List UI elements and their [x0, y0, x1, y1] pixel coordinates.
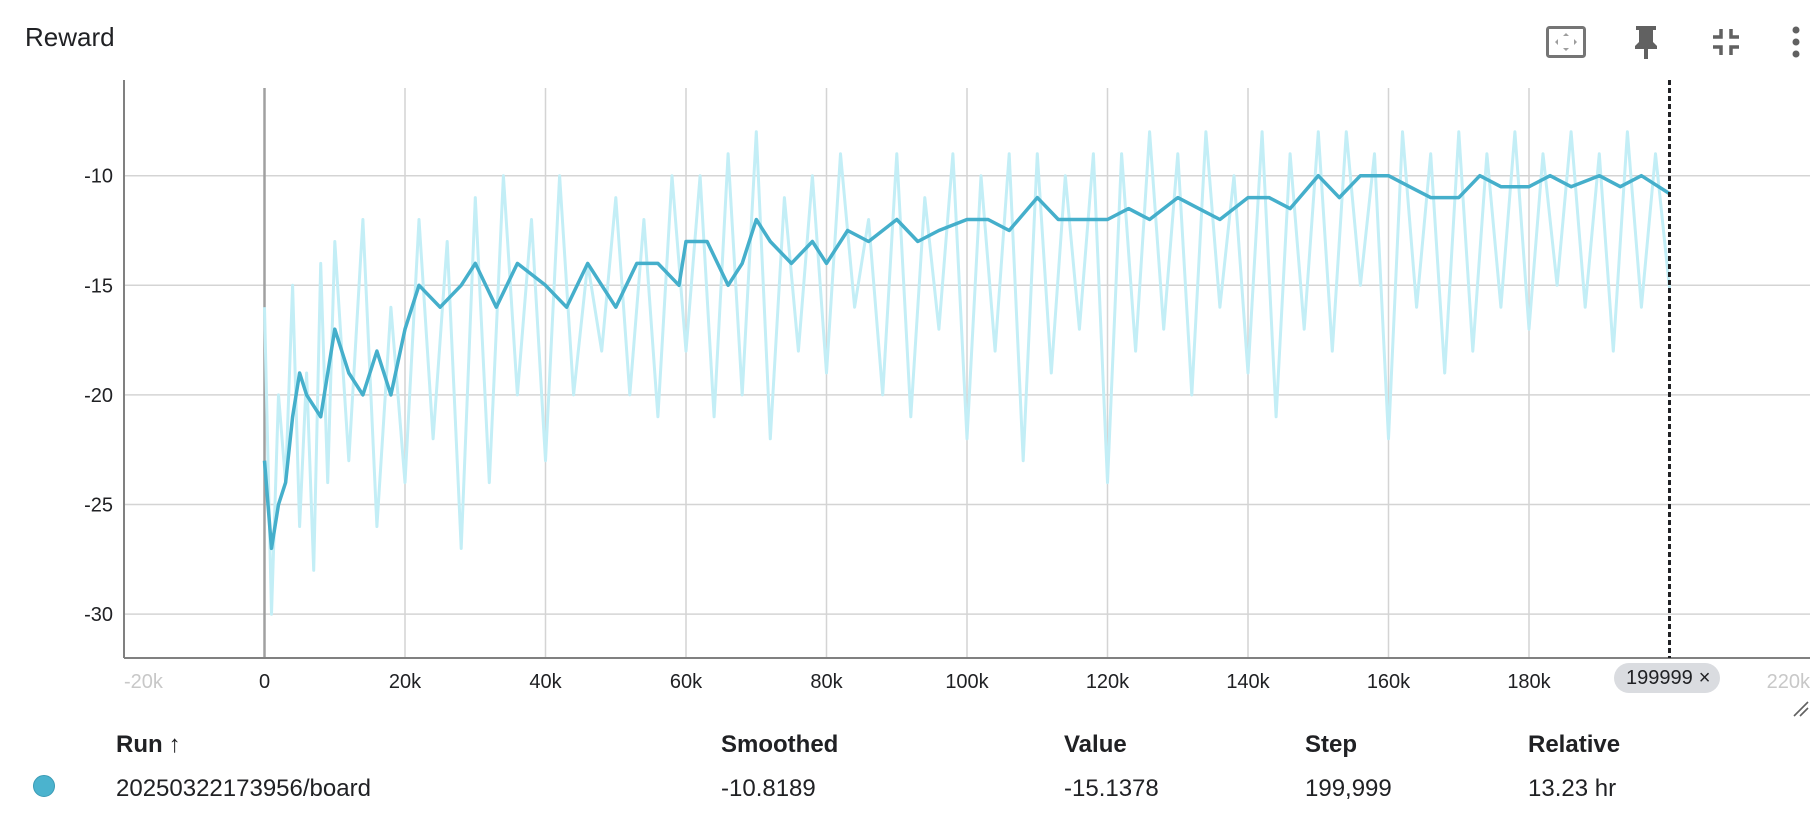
y-tick-label: -25 — [84, 495, 113, 517]
chart-toolbar — [1538, 16, 1818, 68]
more-vert-icon — [1792, 26, 1800, 58]
chart-card-title: Reward — [25, 22, 115, 52]
relative-column-header[interactable]: Relative — [1528, 731, 1621, 758]
x-tick-label: 40k — [529, 671, 562, 693]
x-tick-label: 0 — [259, 671, 270, 693]
reward-line-chart[interactable]: -10 -15 -20 -25 -30 -20k 0 20k 40k 60k 80k 100k 120k… — [0, 80, 1818, 700]
collapse-icon — [1713, 29, 1739, 55]
x-tick-label: 20k — [389, 671, 422, 693]
value-cell: -15.1378 — [1064, 775, 1159, 802]
fit-to-data-button[interactable] — [1538, 16, 1594, 68]
collapse-button[interactable] — [1698, 16, 1754, 68]
pin-icon — [1635, 26, 1657, 59]
x-tick-label: 80k — [810, 671, 843, 693]
x-tick-label: 220k — [1767, 671, 1811, 693]
fit-to-data-icon — [1546, 26, 1586, 58]
chart-grid — [124, 88, 1810, 658]
smoothed-series-layer — [262, 173, 1671, 551]
relative-time-cell: 13.23 hr — [1528, 775, 1617, 802]
step-cursor-chip[interactable]: 199999 × — [1614, 663, 1721, 693]
y-tick-label: -15 — [84, 275, 113, 297]
value-column-header[interactable]: Value — [1064, 731, 1127, 758]
x-tick-label: 180k — [1507, 671, 1551, 693]
step-cursor-label: 199999 — [1626, 667, 1693, 689]
raw-series-layer — [263, 130, 1671, 616]
raw-series-line — [263, 130, 1671, 616]
smoothed-series-line — [262, 173, 1671, 551]
y-tick-label: -20 — [84, 385, 113, 407]
smoothed-value-cell: -10.8189 — [721, 775, 816, 802]
pin-button[interactable] — [1618, 16, 1674, 68]
chart-axes: -10 -15 -20 -25 -30 -20k 0 20k 40k 60k 80k 100k 120k… — [84, 80, 1811, 693]
x-tick-label: 120k — [1086, 671, 1130, 693]
x-tick-label: 160k — [1367, 671, 1411, 693]
more-options-button[interactable] — [1778, 16, 1814, 68]
sort-ascending-icon: ↑ — [168, 731, 181, 758]
x-tick-label: -20k — [124, 671, 164, 693]
run-name-cell: 20250322173956/board — [116, 775, 371, 802]
x-tick-label: 60k — [670, 671, 703, 693]
table-row: 20250322173956/board -10.8189 -15.1378 1… — [0, 764, 1728, 814]
step-cell: 199,999 — [1305, 775, 1392, 802]
x-tick-label: 100k — [945, 671, 989, 693]
resize-handle-icon[interactable] — [1792, 700, 1810, 718]
y-tick-label: -10 — [84, 166, 113, 188]
step-column-header[interactable]: Step — [1305, 731, 1358, 758]
runs-table-header: Run ↑ Smoothed Value Step Relative — [0, 726, 1728, 764]
run-color-dot[interactable] — [33, 774, 55, 797]
y-tick-label: -30 — [84, 604, 113, 626]
run-column-header[interactable]: Run ↑ — [116, 731, 181, 758]
x-tick-label: 140k — [1226, 671, 1270, 693]
smoothed-column-header[interactable]: Smoothed — [721, 731, 839, 758]
close-icon[interactable]: × — [1698, 667, 1711, 689]
runs-table: Run ↑ Smoothed Value Step Relative 202503… — [0, 726, 1728, 814]
